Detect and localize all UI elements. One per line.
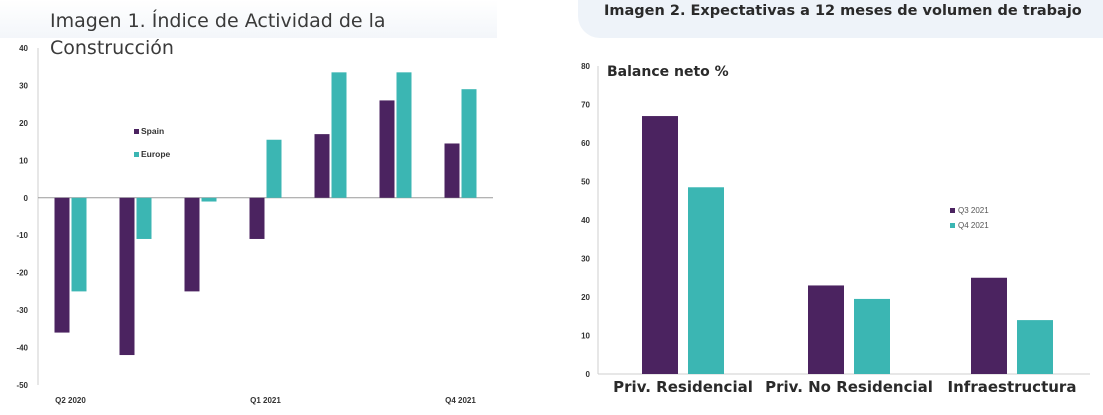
chart1-title: Imagen 1. Índice de Actividad de la Cons…	[50, 10, 386, 59]
chart2-bar-q3-2021	[808, 285, 844, 374]
chart1-legend-swatch	[134, 129, 139, 134]
chart2-legend-label: Q3 2021	[958, 206, 989, 215]
chart1-y-tick-label: -50	[16, 381, 28, 390]
chart1-y-tick-label: 10	[19, 156, 28, 165]
chart1-bar-europe	[331, 72, 347, 198]
chart1-plot: -50 -40 -30 -20 -10 0 10 20 30 40 Q2 2020 Q1 2021 Q4…	[16, 44, 493, 405]
chart1-bar-europe	[396, 72, 412, 198]
chart1-header-background	[0, 0, 497, 38]
chart1-x-tick-label: Q4 2021	[445, 396, 476, 405]
chart1-y-tick-label: 40	[19, 44, 28, 53]
chart2-legend-swatch	[950, 208, 955, 213]
chart2-category-label: Priv. No Residencial	[765, 378, 933, 396]
chart2-y-axis-label: Balance neto %	[607, 64, 729, 80]
chart1-y-tick-label: -40	[16, 344, 28, 353]
chart1-bar-spain	[379, 100, 395, 198]
chart1-bar-europe	[461, 89, 477, 198]
chart1-bar-europe	[136, 197, 152, 239]
chart2-y-tick-label: 70	[581, 101, 590, 110]
chart2-bar-q3-2021	[642, 116, 678, 375]
chart1-bar-spain	[249, 197, 265, 239]
chart2-title: Imagen 2. Expectativas a 12 meses de vol…	[604, 3, 1082, 19]
chart1-bar-europe	[201, 197, 217, 202]
chart1-legend-swatch	[134, 152, 139, 157]
chart2-bar-q4-2021	[854, 298, 890, 374]
chart2-y-tick-label: 20	[581, 293, 590, 302]
chart2-y-tick-label: 30	[581, 255, 590, 264]
chart1-bar-spain	[54, 197, 70, 333]
chart1-y-tick-label: -30	[16, 306, 28, 315]
chart1-y-tick-label: 30	[19, 81, 28, 90]
chart1-bar-europe	[71, 197, 87, 292]
chart1-x-tick-label: Q1 2021	[250, 396, 281, 405]
chart1-bar-spain	[314, 134, 330, 198]
chart1-y-tick-label: -10	[16, 231, 28, 240]
chart1-bar-spain	[444, 143, 460, 198]
chart1-x-tick-label: Q2 2020	[55, 396, 86, 405]
chart1-y-tick-label: 20	[19, 119, 28, 128]
chart2-bar-q4-2021	[1017, 320, 1053, 374]
chart2-y-tick-label: 50	[581, 178, 590, 187]
chart2-category-label: Priv. Residencial	[613, 378, 753, 396]
chart2-legend-label: Q4 2021	[958, 221, 989, 230]
chart2-header-background	[578, 0, 1103, 38]
chart2-y-tick-label: 60	[581, 139, 590, 148]
chart2-y-tick-label: 80	[581, 62, 590, 71]
chart2-y-tick-label: 40	[581, 216, 590, 225]
chart1-bar-spain	[119, 197, 135, 356]
chart2-bar-q3-2021	[971, 277, 1007, 374]
chart2-y-tick-label: 0	[586, 370, 591, 379]
chart2-bar-q4-2021	[688, 187, 724, 374]
chart1-y-tick-label: -20	[16, 269, 28, 278]
chart1-bar-spain	[184, 197, 200, 292]
chart1-legend-label: Europe	[141, 149, 171, 159]
chart2-plot: 0 10 20 30 40 50 60 70 80 Balance neto % Priv. Res…	[581, 62, 1090, 396]
chart1-legend-label: Spain	[141, 126, 164, 136]
chart1-y-tick-label: 0	[24, 194, 29, 203]
chart2-legend-swatch	[950, 223, 955, 228]
chart1-bar-europe	[266, 139, 282, 198]
chart2-y-tick-label: 10	[581, 332, 590, 341]
chart2-category-label: Infraestructura	[948, 378, 1077, 396]
